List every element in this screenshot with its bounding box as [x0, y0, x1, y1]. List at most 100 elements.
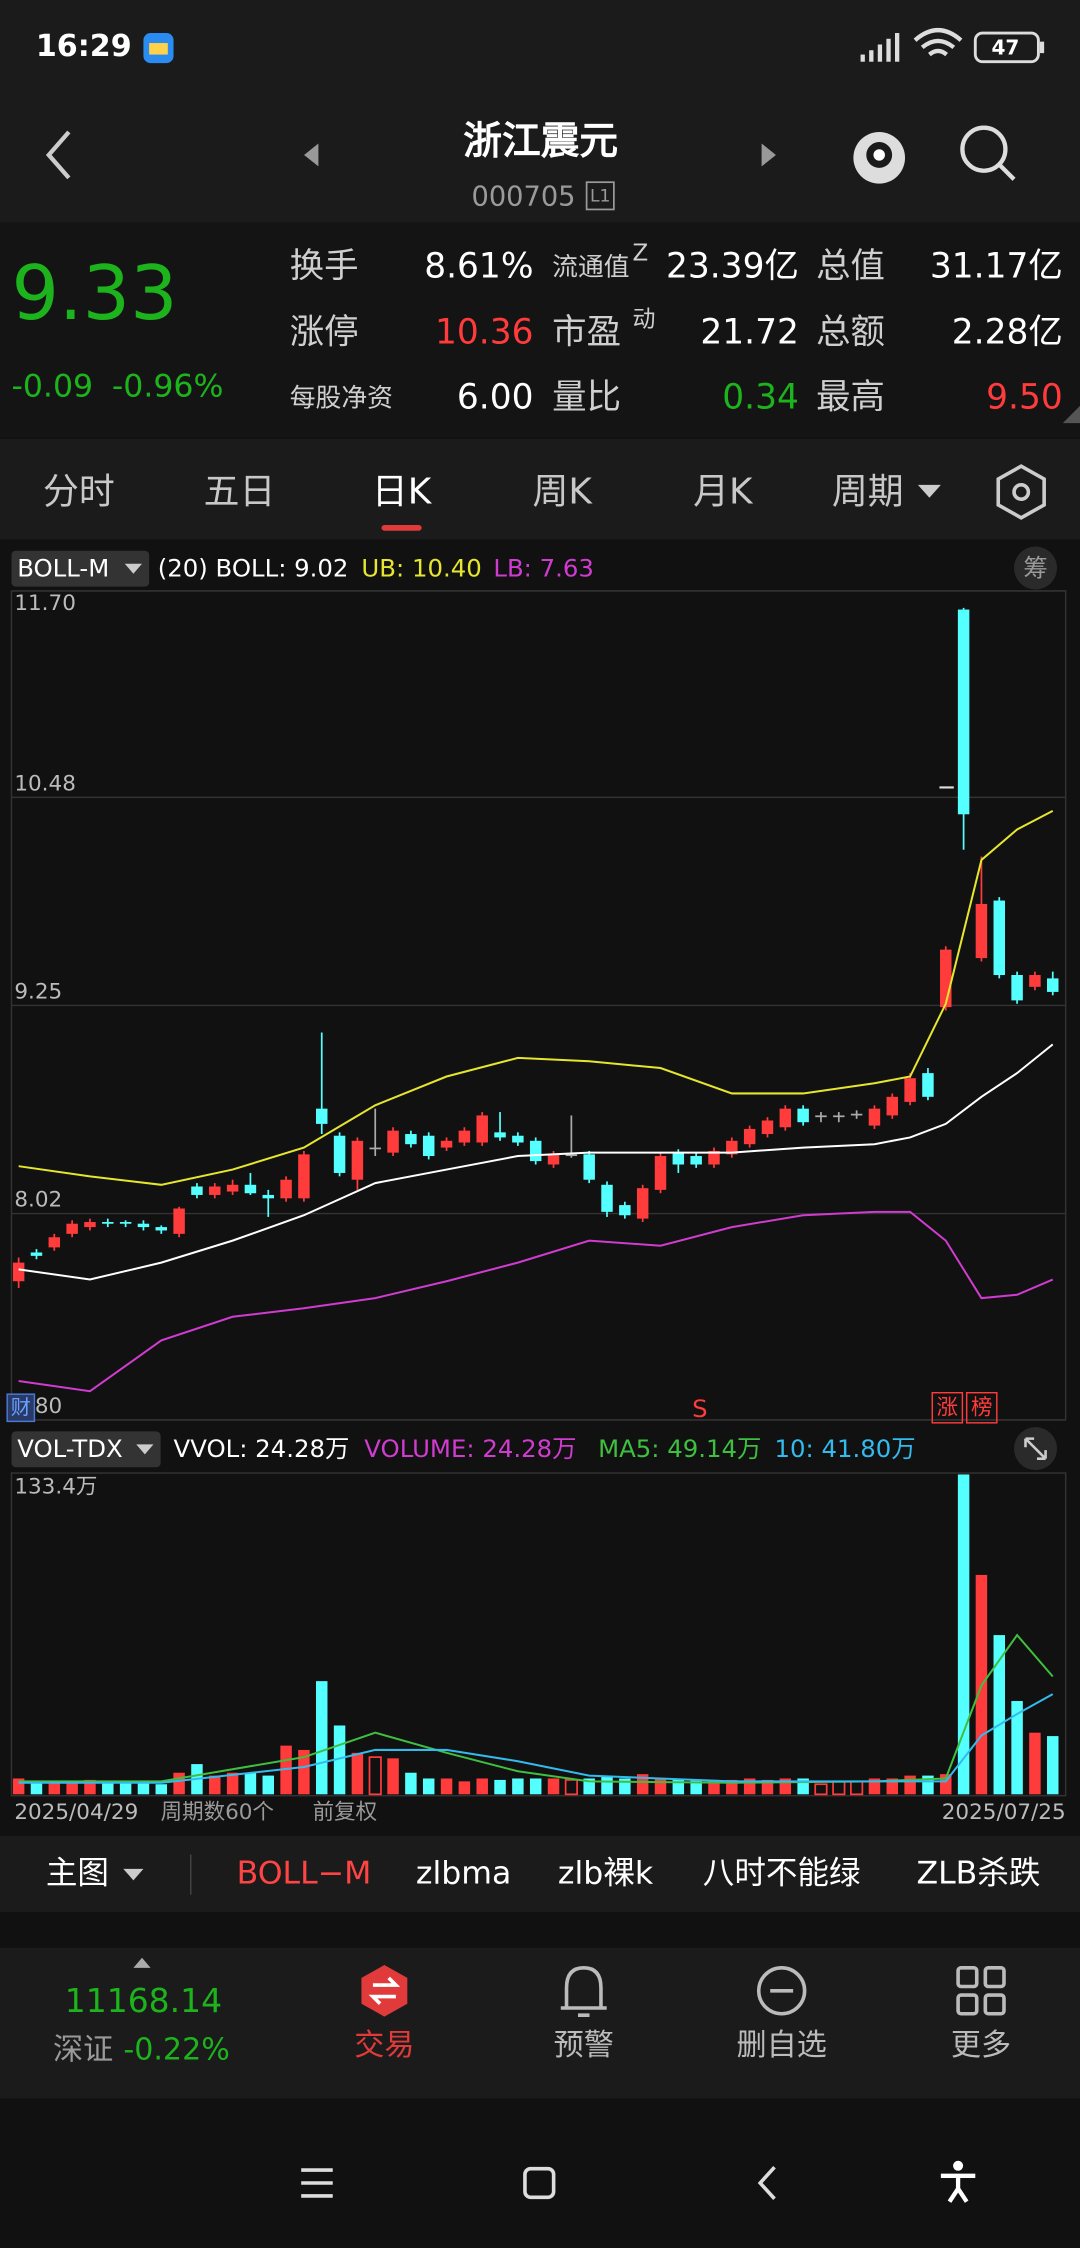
candle-body [512, 1135, 524, 1143]
chip-button[interactable] [1014, 546, 1058, 590]
volume-indicator[interactable]: VOL-TDX [17, 1434, 122, 1463]
volume-bar [547, 1778, 560, 1795]
adjust-mode: 前复权 [313, 1800, 378, 1825]
volume-bar [298, 1749, 310, 1795]
candle-body [30, 1252, 43, 1256]
candle-body [690, 1156, 702, 1165]
candle-body [119, 1222, 132, 1224]
candle-body [726, 1140, 738, 1155]
stat-superscript: Z [633, 240, 649, 266]
settings-icon[interactable] [996, 464, 1046, 520]
candle-body [226, 1184, 239, 1192]
volume-bar [368, 1756, 382, 1796]
remove-icon[interactable] [756, 1966, 807, 2016]
prev-stock[interactable] [304, 143, 319, 167]
signal-icon [860, 33, 900, 62]
candle-body [155, 1227, 168, 1231]
candle-body [262, 1194, 274, 1199]
next-stock[interactable] [761, 143, 776, 167]
index-arrow [133, 1957, 151, 1968]
volume-bar [601, 1775, 613, 1795]
tab-bar-bg [0, 438, 1080, 540]
indicator-name[interactable]: BOLL-M [17, 553, 109, 582]
back-button[interactable] [45, 130, 71, 180]
y-tick-label: 9.25 [14, 980, 62, 1005]
stat-label: 换手 [290, 247, 359, 287]
indicator-tab[interactable]: 八时不能绿 [703, 1856, 861, 1892]
mascot-pupil [873, 149, 885, 161]
candle-body [173, 1208, 185, 1234]
marker-limit: 涨 [937, 1395, 959, 1420]
period-tab[interactable]: 月K [693, 471, 754, 512]
search-icon[interactable] [960, 125, 1008, 173]
volume-dropdown [136, 1444, 154, 1455]
index-name: 深证 [53, 2033, 113, 2068]
indicator-tab[interactable]: zlbma [416, 1856, 511, 1892]
stat-label: 每股净资 [290, 383, 393, 413]
volume-bar [654, 1778, 667, 1795]
stat-label: 量比 [552, 377, 621, 417]
volume-bar [904, 1775, 916, 1795]
volume-chart: 133.4万 2025/04/29 2025/07/25 [12, 1474, 1066, 1825]
candle-body [84, 1222, 96, 1228]
stats-grid: 换手 8.61% 流通值 Z 23.39亿 总值 31.17亿涨停 10.36 市盈动 21.72… [290, 240, 1063, 417]
volume-bar [512, 1778, 524, 1795]
indicator-tab[interactable]: ZLB杀跌 [916, 1856, 1040, 1892]
period-tab[interactable]: 五日 [204, 471, 276, 512]
candle-body [833, 1115, 845, 1118]
period-tab[interactable]: 分时 [43, 471, 115, 512]
chip-label[interactable]: 筹 [1023, 553, 1047, 582]
accessibility-button[interactable] [953, 2160, 964, 2171]
indicator-line [18, 1693, 1054, 1784]
system-back-button[interactable] [757, 2166, 776, 2200]
nav-label[interactable]: 更多 [951, 2028, 1011, 2063]
indicator-tab[interactable]: zlb裸k [558, 1856, 654, 1892]
indicator-select[interactable] [11, 550, 150, 587]
volume-bar [244, 1772, 257, 1795]
volume-bar [387, 1758, 399, 1795]
volume-bar [119, 1782, 132, 1795]
trade-icon[interactable] [361, 1964, 408, 2017]
volume-bar [209, 1775, 221, 1795]
candle-body [761, 1120, 774, 1135]
home-button[interactable] [523, 2166, 556, 2200]
alert-icon[interactable] [560, 1966, 607, 2017]
quote-bg [0, 222, 1080, 438]
volume-bar [940, 1774, 952, 1795]
indicator-line [18, 810, 1054, 1186]
stat-value: 6.00 [457, 377, 534, 417]
volume-indicator-select[interactable] [11, 1431, 161, 1468]
volume-bar [761, 1779, 774, 1795]
candle-body [405, 1134, 417, 1145]
nav-label[interactable]: 交易 [354, 2028, 414, 2063]
candle-body [815, 1115, 827, 1118]
volume-bar [458, 1781, 471, 1795]
candle-body [922, 1073, 934, 1097]
volume-bar [1047, 1736, 1059, 1795]
more-icon[interactable] [956, 1966, 1006, 2016]
period-tab[interactable]: 周期 [832, 471, 904, 512]
stat-superscript: 动 [633, 306, 656, 332]
menu-button[interactable] [301, 2168, 333, 2198]
level-badge: L1 [590, 187, 611, 207]
volume-bar [405, 1772, 417, 1795]
marker-sell: S [692, 1394, 707, 1423]
period-tab[interactable]: 日K [372, 471, 433, 512]
main-chart-select[interactable]: 主图 [46, 1856, 109, 1892]
candle-body [48, 1237, 61, 1248]
volume-bar [886, 1778, 899, 1795]
marker-box [931, 1391, 964, 1424]
period-dropdown[interactable] [917, 484, 941, 498]
candle-body [654, 1156, 667, 1190]
volume-bar [957, 1474, 970, 1795]
y-tick-label: 10.48 [14, 771, 76, 796]
volume-bar [155, 1784, 168, 1795]
nav-label[interactable]: 预警 [554, 2028, 614, 2063]
nav-label[interactable]: 删自选 [737, 2028, 827, 2063]
candle-body [351, 1140, 364, 1180]
candle-body [957, 609, 970, 815]
y-tick-label: 133.4万 [14, 1474, 97, 1499]
period-tab[interactable]: 周K [533, 471, 594, 512]
indicator-tab[interactable]: BOLL−M [237, 1856, 372, 1892]
